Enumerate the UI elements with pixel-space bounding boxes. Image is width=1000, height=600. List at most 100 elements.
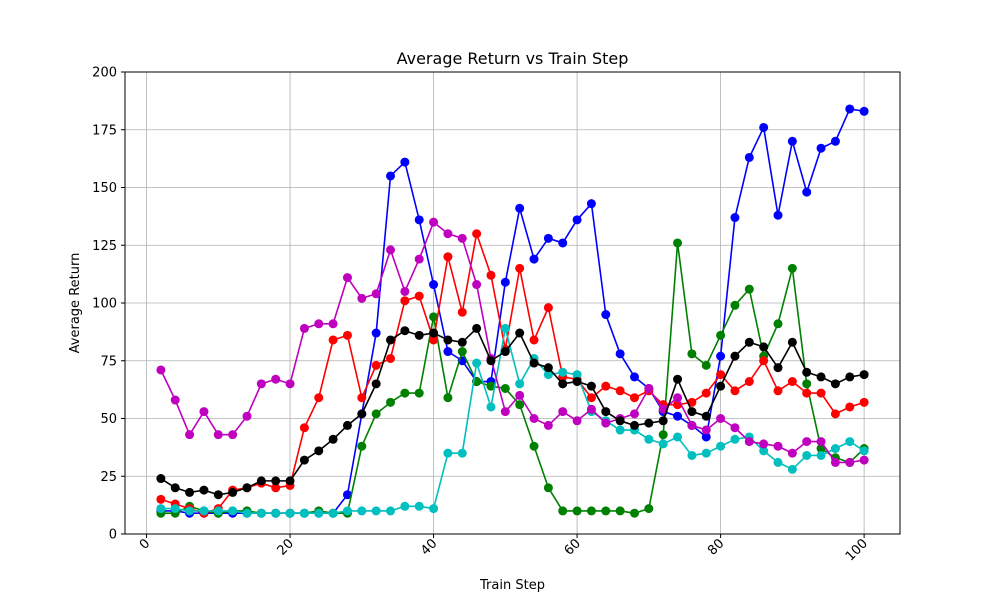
data-point xyxy=(185,506,195,516)
data-point xyxy=(586,199,596,209)
data-point xyxy=(443,347,453,357)
data-point xyxy=(629,420,639,430)
data-point xyxy=(414,330,424,340)
data-point xyxy=(744,152,754,162)
data-point xyxy=(816,437,826,447)
data-point xyxy=(615,506,625,516)
data-point xyxy=(342,490,352,500)
data-point xyxy=(759,342,769,352)
data-point xyxy=(414,254,424,264)
data-point xyxy=(601,310,611,320)
data-point xyxy=(615,386,625,396)
data-point xyxy=(400,388,410,398)
data-point xyxy=(730,423,740,433)
data-point xyxy=(529,414,539,423)
data-point xyxy=(744,437,754,447)
data-point xyxy=(787,263,797,273)
data-point xyxy=(644,434,654,444)
data-point xyxy=(299,508,309,518)
data-point xyxy=(371,360,381,370)
data-point xyxy=(673,411,683,421)
data-point xyxy=(845,104,855,114)
axis-ticks: 0 20 40 60 80 100 0 25 50 75 100 125 150 175 200 xyxy=(92,66,871,565)
data-point xyxy=(472,358,482,368)
data-point xyxy=(371,506,381,516)
data-point xyxy=(859,370,869,380)
x-tick-label: 80 xyxy=(705,536,727,558)
data-point xyxy=(730,213,740,223)
y-tick-label: 200 xyxy=(92,66,117,81)
data-point xyxy=(802,379,812,389)
x-tick-label: 0 xyxy=(137,536,153,552)
y-tick-label: 50 xyxy=(100,412,117,427)
data-point xyxy=(586,404,596,414)
data-point xyxy=(701,360,711,370)
data-point xyxy=(716,381,726,391)
data-point xyxy=(572,506,582,516)
data-point xyxy=(386,506,396,516)
data-point xyxy=(285,508,295,518)
data-point xyxy=(500,277,510,287)
data-point xyxy=(730,434,740,444)
data-point xyxy=(773,441,783,451)
data-point xyxy=(730,351,740,361)
data-point xyxy=(357,409,367,419)
data-point xyxy=(716,414,726,423)
data-point xyxy=(615,349,625,359)
y-tick-label: 75 xyxy=(100,354,117,369)
data-point xyxy=(615,416,625,426)
data-point xyxy=(845,457,855,467)
x-tick-label: 40 xyxy=(418,536,440,558)
data-point xyxy=(687,349,697,359)
data-point xyxy=(429,504,439,514)
data-point xyxy=(773,386,783,396)
data-point xyxy=(371,289,381,299)
data-point xyxy=(515,203,525,213)
data-point xyxy=(357,293,367,303)
data-point xyxy=(472,280,482,290)
data-point xyxy=(687,407,697,417)
data-point xyxy=(429,312,439,322)
data-point xyxy=(859,446,869,456)
data-point xyxy=(759,439,769,449)
data-point xyxy=(701,425,711,435)
data-point xyxy=(371,379,381,389)
data-point xyxy=(802,187,812,197)
data-point xyxy=(529,335,539,345)
series-3 xyxy=(156,229,869,518)
data-point xyxy=(658,430,668,440)
data-point xyxy=(830,379,840,389)
data-point xyxy=(529,358,539,368)
data-point xyxy=(213,506,223,516)
data-point xyxy=(558,367,568,377)
data-point xyxy=(500,383,510,393)
data-point xyxy=(185,430,195,440)
series-5 xyxy=(156,217,869,467)
y-tick-label: 125 xyxy=(92,239,117,254)
chart-title: Average Return vs Train Step xyxy=(397,49,629,68)
data-point xyxy=(773,319,783,329)
data-point xyxy=(830,444,840,454)
data-point xyxy=(342,420,352,430)
data-point xyxy=(816,388,826,398)
data-point xyxy=(543,370,553,380)
data-point xyxy=(213,490,223,500)
data-point xyxy=(859,397,869,407)
y-tick-label: 150 xyxy=(92,181,117,196)
data-point xyxy=(457,347,467,357)
data-point xyxy=(156,365,166,375)
data-point xyxy=(802,437,812,447)
data-point xyxy=(644,383,654,393)
data-point xyxy=(816,143,826,153)
x-tick-label: 60 xyxy=(562,536,584,558)
data-point xyxy=(429,280,439,290)
data-point xyxy=(773,457,783,467)
data-point xyxy=(213,430,223,440)
data-point xyxy=(716,351,726,361)
data-point xyxy=(572,416,582,426)
data-point xyxy=(629,508,639,518)
data-point xyxy=(629,409,639,419)
data-point xyxy=(716,330,726,340)
data-point xyxy=(644,504,654,514)
data-point xyxy=(629,372,639,382)
